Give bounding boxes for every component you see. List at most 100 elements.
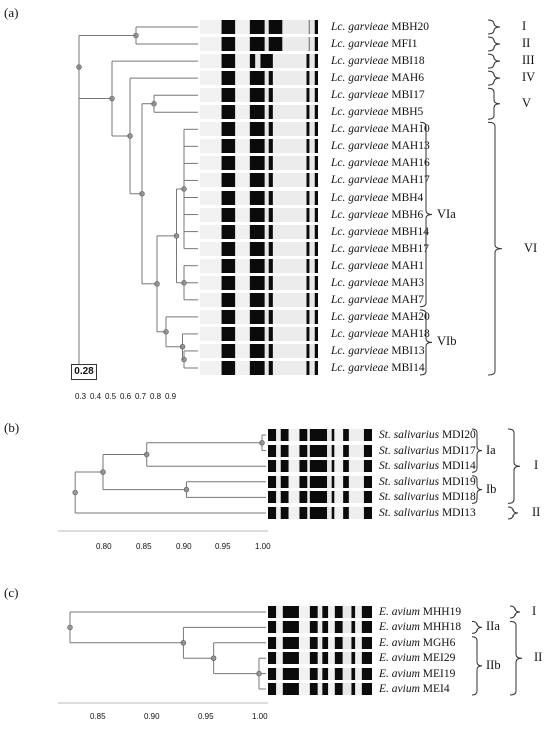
species-name: Lc. garvieae [331,106,392,119]
species-name: Lc. garvieae [331,327,392,340]
strain-id: MAH6 [391,72,424,85]
group-brace [487,87,501,120]
species-name: Lc. garvieae [331,123,392,136]
group-label: II [534,650,543,665]
strain-label: Lc. garvieae MBI18 [331,54,425,68]
strain-id: MBH14 [391,225,430,238]
strain-id: MAH20 [391,310,430,323]
strain-label: Lc. garvieae MAH3 [331,276,424,290]
gel-lane [200,224,318,239]
strain-label: E. avium MEI4 [379,682,450,696]
strain-label: Lc. garvieae MAH1 [331,259,424,273]
panel-c-letter: (c) [4,585,19,600]
axis-tick-label: 0.8 [150,392,162,401]
species-name: E. avium [379,667,423,680]
strain-label: Lc. garvieae MAH6 [331,71,424,85]
gel-lane [268,683,372,695]
species-name: Lc. garvieae [331,310,392,323]
group-brace [509,620,523,696]
gel-lane [200,207,318,222]
group-label: I [522,19,527,33]
gel-lane [200,241,318,256]
strain-id: MBH17 [391,242,430,255]
subgroup-brace [471,428,483,473]
species-name: Lc. garvieae [331,157,392,170]
strain-label: Lc. garvieae MBH20 [331,20,429,34]
strain-id: MGH6 [422,636,456,649]
axis-tick-label: 0.85 [136,542,152,551]
gel-lane [268,475,372,488]
strain-id: MAH16 [391,157,430,170]
strain-label: Lc. garvieae MBH6 [331,208,423,222]
strain-id: MEI19 [422,667,456,680]
group-label: III [522,53,535,68]
axis-tick-label: 0.5 [105,392,117,401]
strain-id: MAH10 [391,123,430,136]
species-name: E. avium [379,606,423,618]
gel-lane [268,667,372,680]
gel-lane [200,326,318,341]
gel-lane [268,652,372,665]
strain-label: Lc. garvieae MBH14 [331,225,429,239]
species-name: Lc. garvieae [331,208,392,221]
group-label: IIa [486,619,500,634]
species-name: Lc. garvieae [331,362,392,374]
species-name: E. avium [379,621,423,634]
species-name: Lc. garvieae [331,242,392,255]
gel-lane [200,105,318,120]
strain-label: Lc. garvieae MAH18 [331,327,430,341]
strain-id: MDI13 [441,507,476,519]
gel-lane [200,139,318,154]
gel-lane [200,156,318,171]
subgroup-brace [471,636,483,696]
axis-tick-label: 0.3 [75,392,87,401]
species-name: Lc. garvieae [331,21,392,33]
group-brace [509,605,521,619]
panel-a-letter: (a) [4,5,19,20]
strain-label: E. avium MEI19 [379,667,455,681]
species-name: E. avium [379,636,423,649]
species-name: Lc. garvieae [331,293,392,306]
species-name: Lc. garvieae [331,174,392,187]
axis-tick-label: 0.90 [144,712,160,721]
gel-lane [200,71,318,86]
strain-label: St. salivarius MDI13 [379,506,476,520]
species-name: Lc. garvieae [331,140,392,153]
axis-tick-label: 1.00 [255,542,271,551]
group-label: VI [524,240,538,255]
strain-id: MBI13 [391,344,425,357]
group-label: I [532,604,537,618]
species-name: Lc. garvieae [331,191,392,204]
gel-lane [268,444,372,457]
strain-label: St. salivarius MDI20 [379,428,476,442]
axis-tick-label: 0.85 [90,712,106,721]
strain-id: MEI4 [422,683,450,695]
species-name: St. salivarius [379,507,442,519]
subgroup-brace [419,121,433,308]
species-name: Lc. garvieae [331,225,392,238]
strain-id: MAH18 [391,327,430,340]
strain-id: MAH7 [391,293,424,306]
gel-lane [200,54,318,69]
strain-label: E. avium MHH19 [379,605,461,619]
strain-label: E. avium MGH6 [379,636,455,650]
strain-label: Lc. garvieae MAH20 [331,310,430,324]
species-name: St. salivarius [379,429,442,441]
gel-lane [268,507,372,519]
group-brace [487,121,503,376]
strain-id: MBI18 [391,55,425,68]
gel-lane [200,258,318,273]
group-brace [507,506,519,520]
strain-id: MAH17 [391,174,430,187]
scale-value-box: 0.28 [71,364,97,380]
species-name: Lc. garvieae [331,72,392,85]
species-name: Lc. garvieae [331,89,392,102]
group-label: Ib [486,481,497,496]
group-brace [487,53,501,69]
strain-id: MEI29 [422,652,456,665]
strain-id: MBI14 [391,362,425,374]
axis-tick-label: 1.00 [252,712,268,721]
axis-tick-label: 0.4 [90,392,102,401]
strain-label: Lc. garvieae MBI14 [331,361,425,375]
